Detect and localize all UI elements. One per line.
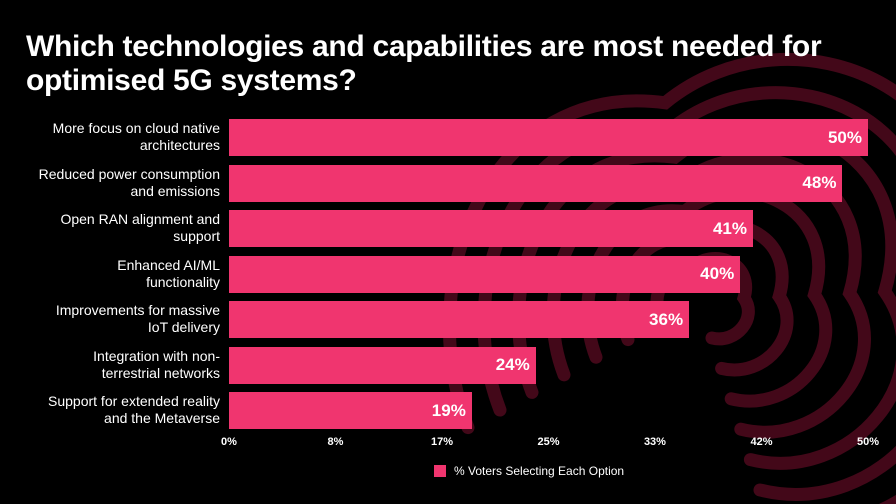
bar-value-label: 41% [712,218,747,238]
category-label-line: terrestrial networks [101,364,220,381]
watermark-ring [442,52,896,504]
bar [229,210,753,247]
category-label-line: Support for extended reality [48,393,220,409]
x-tick-label: 0% [221,436,237,448]
chart-title: Which technologies and capabilities are … [26,30,822,97]
x-tick-label: 42% [750,436,773,448]
category-label: More focus on cloud native architectures [0,120,220,154]
category-label: Improvements for massive IoT delivery [0,302,220,336]
bar [229,301,690,338]
x-tick-label: 25% [537,436,560,448]
category-label-line: support [173,228,220,244]
legend-label: % Voters Selecting Each Option [454,464,625,478]
category-label-line: and the Metaverse [104,410,220,426]
bar-value-label: 50% [827,127,862,147]
category-label: Reduced power consumption and emissions [0,166,220,200]
bar [229,346,536,384]
bar [229,392,472,429]
category-label-line: Reduced power consumption [38,165,220,182]
category-label-line: Improvements for massive [55,302,220,318]
bar-value-label: 48% [802,173,837,192]
x-tick-label: 33% [643,436,666,448]
bar-value-label: 19% [431,400,466,420]
bar-value-label: 36% [649,309,684,329]
watermark-ring [615,218,794,377]
x-tick-label: 50% [856,436,880,448]
x-tick-label: 17% [431,436,454,448]
bar [229,119,868,156]
x-tick-label: 8% [327,436,344,448]
category-label-line: and emissions [130,182,221,199]
category-label-line: IoT delivery [147,319,220,335]
category-label-line: functionality [146,273,220,290]
category-label-line: Open RAN alignment and [60,211,220,227]
bar [229,164,843,202]
category-label-line: architectures [139,137,220,153]
category-label: Support for extended reality and the Meta… [0,393,220,427]
bar [229,255,741,293]
category-label-line: Enhanced AI/ML [117,256,220,273]
bar-value-label: 40% [700,264,735,283]
category-label: Open RAN alignment and support [0,211,220,245]
category-label-line: More focus on cloud native [52,120,220,136]
category-label: Enhanced AI/ML functionality [0,257,220,291]
category-label-line: Integration with non- [93,347,220,364]
bar-value-label: 24% [495,355,530,374]
category-label: Integration with non-terrestrial network… [0,348,220,382]
legend-swatch [434,465,446,477]
legend: % Voters Selecting Each Option [434,464,624,478]
